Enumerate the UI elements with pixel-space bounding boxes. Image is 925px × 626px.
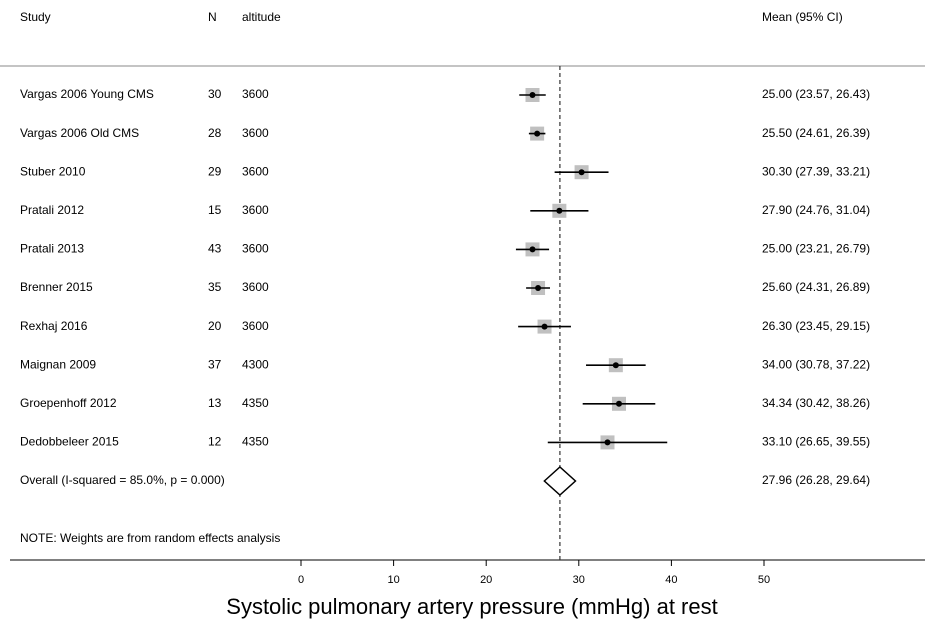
point-estimate <box>535 285 542 291</box>
study-name: Rexhaj 2016 <box>20 319 88 333</box>
header-n: N <box>208 10 217 24</box>
point-estimate <box>612 362 619 369</box>
study-name: Vargas 2006 Young CMS <box>20 87 154 101</box>
overall-estimate: 27.96 (26.28, 29.64) <box>762 473 870 487</box>
study-altitude: 4350 <box>242 396 269 410</box>
point-estimate <box>541 323 548 330</box>
study-altitude: 3600 <box>242 203 269 217</box>
study-n: 43 <box>208 242 222 256</box>
x-tick-label: 40 <box>665 574 677 586</box>
study-estimate: 25.50 (24.61, 26.39) <box>762 126 870 140</box>
x-tick-label: 50 <box>758 574 770 586</box>
study-n: 35 <box>208 280 222 294</box>
overall-name: Overall (I-squared = 85.0%, p = 0.000) <box>20 473 225 487</box>
study-estimate: 27.90 (24.76, 31.04) <box>762 203 870 217</box>
study-name: Vargas 2006 Old CMS <box>20 126 139 140</box>
x-tick-label: 20 <box>480 574 492 586</box>
study-name: Brenner 2015 <box>20 280 93 294</box>
study-altitude: 3600 <box>242 164 269 178</box>
x-axis-label: Systolic pulmonary artery pressure (mmHg… <box>226 594 717 619</box>
study-n: 12 <box>208 435 222 449</box>
study-name: Stuber 2010 <box>20 164 86 178</box>
point-estimate <box>556 207 563 214</box>
header-estimate: Mean (95% CI) <box>762 10 843 24</box>
note: NOTE: Weights are from random effects an… <box>20 531 280 545</box>
header-study: Study <box>20 10 51 24</box>
study-altitude: 3600 <box>242 126 269 140</box>
point-estimate <box>534 130 541 137</box>
study-n: 30 <box>208 87 222 101</box>
x-tick-label: 0 <box>298 574 304 586</box>
x-tick-label: 10 <box>387 574 399 586</box>
study-estimate: 26.30 (23.45, 29.15) <box>762 319 870 333</box>
study-altitude: 3600 <box>242 280 269 294</box>
study-name: Dedobbeleer 2015 <box>20 435 119 449</box>
study-estimate: 33.10 (26.65, 39.55) <box>762 435 870 449</box>
study-n: 13 <box>208 396 222 410</box>
study-altitude: 3600 <box>242 87 269 101</box>
overall-diamond <box>543 465 577 497</box>
study-altitude: 3600 <box>242 319 269 333</box>
study-n: 20 <box>208 319 222 333</box>
point-estimate <box>529 92 536 98</box>
study-estimate: 25.60 (24.31, 26.89) <box>762 280 870 294</box>
study-estimate: 34.34 (30.42, 38.26) <box>762 396 870 410</box>
study-altitude: 3600 <box>242 242 269 256</box>
study-altitude: 4300 <box>242 357 269 371</box>
header-altitude: altitude <box>242 10 281 24</box>
study-estimate: 25.00 (23.21, 26.79) <box>762 242 870 256</box>
study-name: Maignan 2009 <box>20 357 96 371</box>
point-estimate <box>604 439 611 446</box>
x-tick-label: 30 <box>573 574 585 586</box>
point-estimate <box>615 400 622 407</box>
study-name: Pratali 2013 <box>20 242 84 256</box>
study-name: Groepenhoff 2012 <box>20 396 117 410</box>
study-name: Pratali 2012 <box>20 203 84 217</box>
point-estimate <box>578 169 585 176</box>
study-estimate: 30.30 (27.39, 33.21) <box>762 164 870 178</box>
study-n: 29 <box>208 164 222 178</box>
study-n: 37 <box>208 357 222 371</box>
study-altitude: 4350 <box>242 435 269 449</box>
study-n: 15 <box>208 203 222 217</box>
point-estimate <box>529 246 536 253</box>
study-n: 28 <box>208 126 222 140</box>
study-estimate: 34.00 (30.78, 37.22) <box>762 357 870 371</box>
study-estimate: 25.00 (23.57, 26.43) <box>762 87 870 101</box>
